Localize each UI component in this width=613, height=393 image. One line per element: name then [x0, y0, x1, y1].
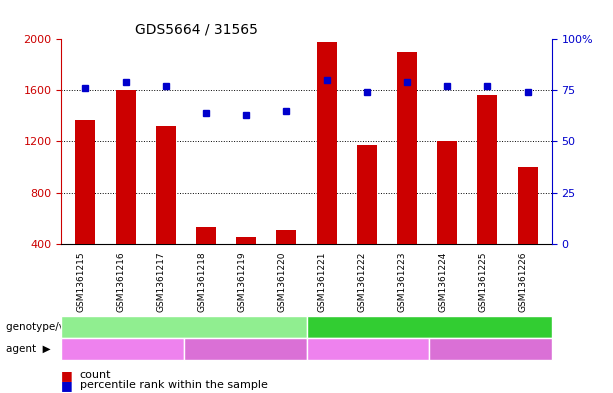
- Bar: [437, 141, 457, 244]
- Bar: [75, 120, 96, 244]
- Bar: [517, 167, 538, 244]
- Bar: [116, 90, 135, 244]
- Bar: [196, 227, 216, 244]
- Text: GDS5664 / 31565: GDS5664 / 31565: [135, 23, 257, 37]
- Text: control: control: [348, 344, 387, 354]
- Text: EAAE mutant: EAAE mutant: [392, 322, 466, 332]
- Text: wild type: wild type: [159, 322, 209, 332]
- Bar: [316, 42, 337, 244]
- Bar: [478, 95, 497, 244]
- Text: agent  ▶: agent ▶: [6, 344, 51, 354]
- Text: genotype/variation  ▶: genotype/variation ▶: [6, 322, 120, 332]
- Text: estradiol: estradiol: [221, 344, 270, 354]
- Text: estradiol: estradiol: [466, 344, 515, 354]
- Text: ■: ■: [61, 369, 73, 382]
- Bar: [236, 237, 256, 244]
- Text: percentile rank within the sample: percentile rank within the sample: [80, 380, 267, 390]
- Bar: [156, 126, 176, 244]
- Text: ■: ■: [61, 378, 73, 392]
- Bar: [357, 145, 377, 244]
- Bar: [276, 230, 297, 244]
- Text: count: count: [80, 370, 111, 380]
- Bar: [397, 52, 417, 244]
- Text: control: control: [103, 344, 142, 354]
